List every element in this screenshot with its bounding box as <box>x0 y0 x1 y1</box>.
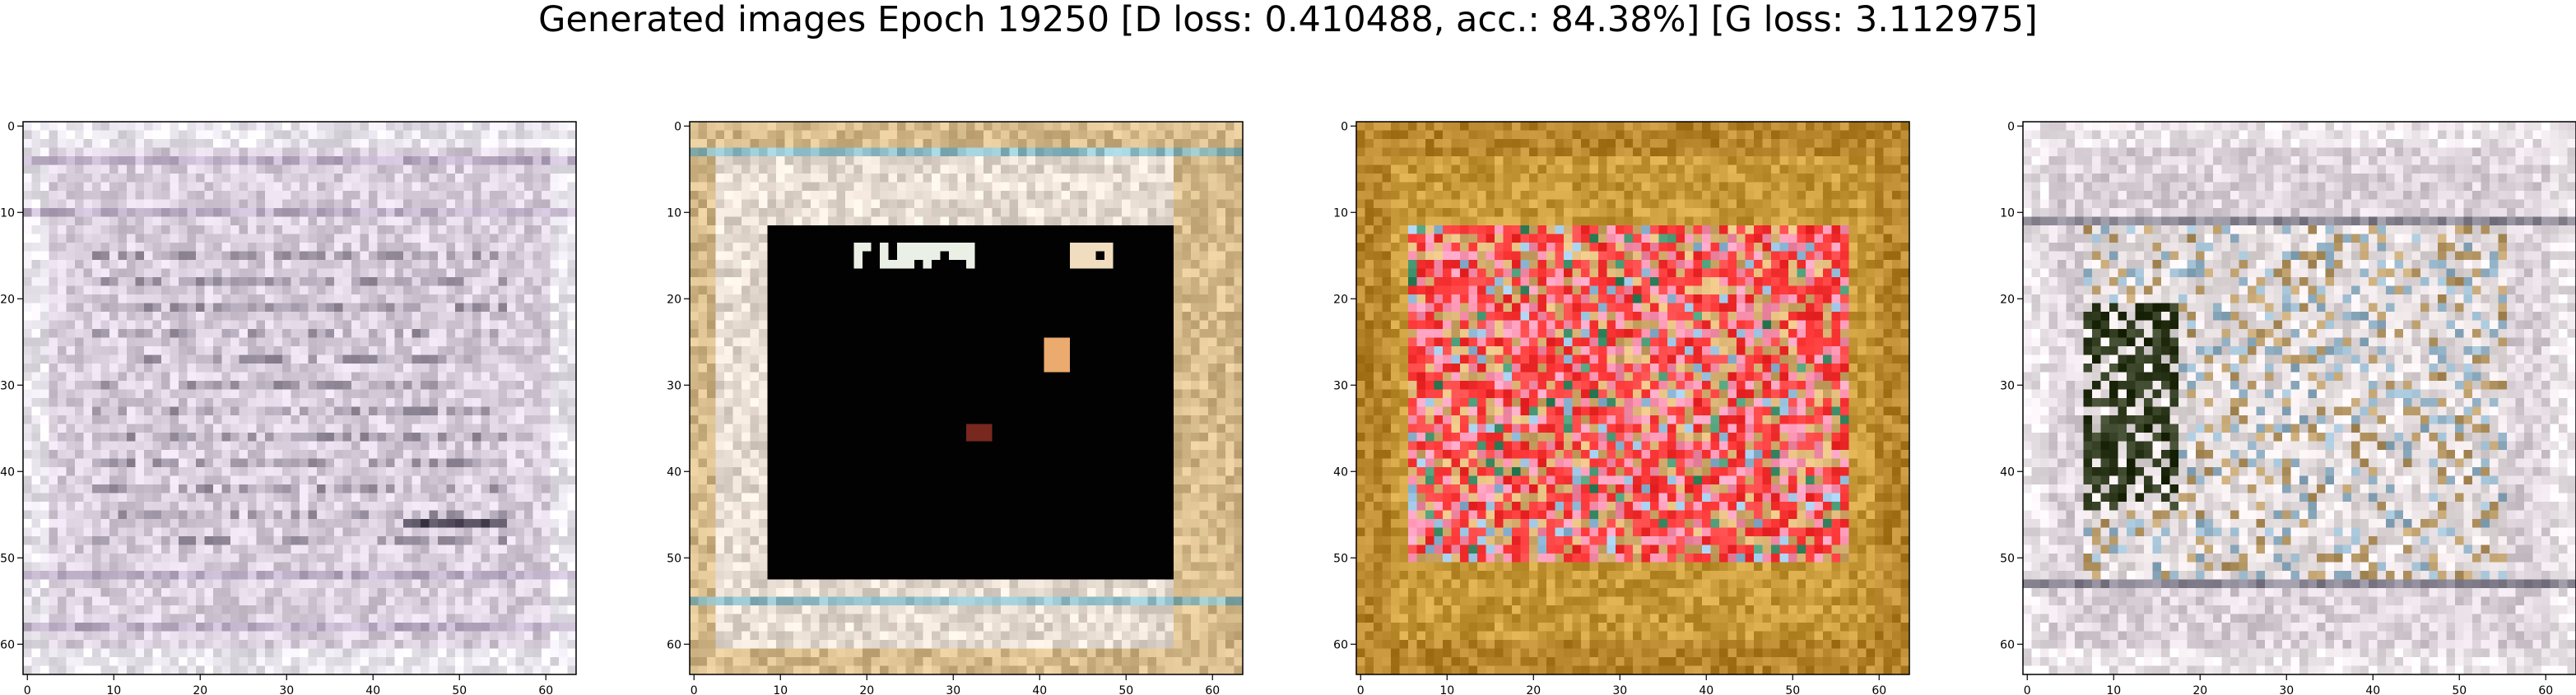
y-tick-label: 0 <box>2007 120 2015 133</box>
x-tick-label: 0 <box>1357 684 1365 695</box>
x-tick-label: 20 <box>859 684 874 695</box>
y-tick-label: 50 <box>2000 552 2015 565</box>
y-tick-label: 0 <box>674 120 681 133</box>
y-tick-label: 30 <box>667 379 681 392</box>
x-tick-label: 10 <box>773 684 788 695</box>
y-tick-label: 50 <box>1333 552 1348 565</box>
y-tick-label: 60 <box>2000 638 2015 651</box>
x-tick-label: 50 <box>2452 684 2467 695</box>
y-tick-label: 10 <box>2000 206 2015 220</box>
image-pixels <box>23 122 577 675</box>
x-tick-label: 10 <box>1439 684 1454 695</box>
y-tick-label: 10 <box>1333 206 1348 220</box>
y-tick-label: 50 <box>667 552 681 565</box>
x-tick-label: 40 <box>2365 684 2380 695</box>
x-tick-label: 50 <box>1785 684 1800 695</box>
y-tick-label: 20 <box>1333 293 1348 306</box>
y-tick-label: 10 <box>667 206 681 220</box>
y-tick-label: 10 <box>0 206 15 220</box>
image-pixels <box>1356 122 1910 675</box>
image-panel-2: 0 10 20 30 40 50 60 0 10 20 30 40 50 60 <box>667 120 1244 695</box>
y-tick-label: 20 <box>2000 293 2015 306</box>
x-tick-label: 60 <box>538 684 553 695</box>
image-panel-4: 0 10 20 30 40 50 60 0 10 20 30 40 50 60 <box>2000 120 2576 695</box>
axes-frame <box>22 121 577 675</box>
x-tick-label: 20 <box>1526 684 1541 695</box>
x-tick-label: 20 <box>193 684 207 695</box>
image-pixels <box>2023 122 2576 675</box>
y-tick-label: 30 <box>0 379 15 392</box>
x-tick-label: 30 <box>279 684 294 695</box>
x-tick-label: 40 <box>1699 684 1713 695</box>
image-panel-1: 0 10 20 30 40 50 60 0 10 20 30 40 50 60 <box>0 120 577 695</box>
y-tick-label: 40 <box>2000 466 2015 479</box>
image-panel-3: 0 10 20 30 40 50 60 0 10 20 30 40 50 60 <box>1333 120 1910 695</box>
axes-frame <box>2022 121 2576 675</box>
x-tick-label: 0 <box>24 684 31 695</box>
y-tick-label: 20 <box>667 293 681 306</box>
x-tick-label: 60 <box>2538 684 2553 695</box>
y-tick-label: 40 <box>1333 466 1348 479</box>
x-tick-label: 50 <box>1118 684 1133 695</box>
x-tick-label: 20 <box>2192 684 2207 695</box>
y-tick-label: 30 <box>1333 379 1348 392</box>
y-tick-label: 0 <box>1341 120 1348 133</box>
x-tick-label: 50 <box>452 684 467 695</box>
x-tick-label: 40 <box>365 684 380 695</box>
y-tick-label: 60 <box>667 638 681 651</box>
axes-frame <box>689 121 1244 675</box>
x-tick-label: 30 <box>946 684 960 695</box>
x-tick-label: 30 <box>1612 684 1627 695</box>
x-tick-label: 0 <box>2024 684 2031 695</box>
x-tick-label: 60 <box>1205 684 1220 695</box>
axes-frame <box>1355 121 1910 675</box>
y-tick-label: 60 <box>1333 638 1348 651</box>
y-tick-label: 60 <box>0 638 15 651</box>
x-tick-label: 10 <box>106 684 121 695</box>
figure-title: Generated images Epoch 19250 [D loss: 0.… <box>538 0 2038 40</box>
image-pixels <box>690 122 1244 675</box>
y-tick-label: 40 <box>667 466 681 479</box>
x-tick-label: 40 <box>1032 684 1047 695</box>
y-tick-label: 40 <box>0 466 15 479</box>
y-tick-label: 0 <box>7 120 15 133</box>
y-tick-label: 50 <box>0 552 15 565</box>
x-tick-label: 60 <box>1872 684 1886 695</box>
x-tick-label: 10 <box>2106 684 2121 695</box>
y-tick-label: 20 <box>0 293 15 306</box>
x-tick-label: 0 <box>690 684 698 695</box>
y-tick-label: 30 <box>2000 379 2015 392</box>
x-tick-label: 30 <box>2279 684 2294 695</box>
